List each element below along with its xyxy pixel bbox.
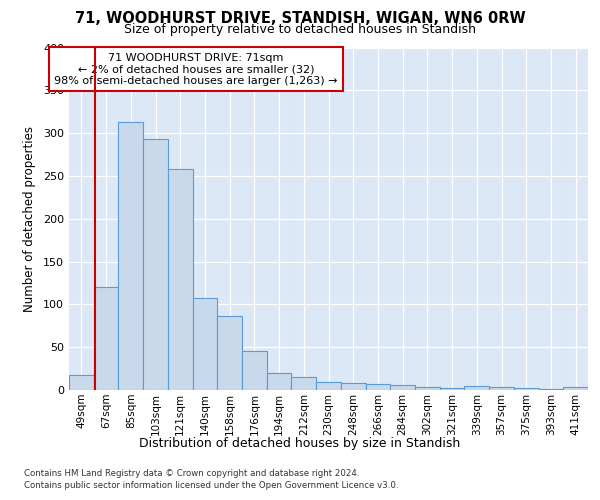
Text: Contains public sector information licensed under the Open Government Licence v3: Contains public sector information licen… [24, 481, 398, 490]
Text: 71 WOODHURST DRIVE: 71sqm
← 2% of detached houses are smaller (32)
98% of semi-d: 71 WOODHURST DRIVE: 71sqm ← 2% of detach… [55, 52, 338, 86]
Bar [94, 287, 118, 390]
Bar [242, 352, 267, 390]
Bar [316, 382, 341, 390]
Bar [341, 383, 365, 390]
Bar [464, 386, 489, 390]
Bar [267, 373, 292, 390]
Bar [217, 316, 242, 390]
Text: Distribution of detached houses by size in Standish: Distribution of detached houses by size … [139, 438, 461, 450]
Text: Contains HM Land Registry data © Crown copyright and database right 2024.: Contains HM Land Registry data © Crown c… [24, 469, 359, 478]
Bar [390, 385, 415, 390]
Bar [415, 386, 440, 390]
Bar [489, 388, 514, 390]
Y-axis label: Number of detached properties: Number of detached properties [23, 126, 36, 312]
Bar [563, 388, 588, 390]
Bar [118, 122, 143, 390]
Bar [440, 388, 464, 390]
Bar [365, 384, 390, 390]
Bar [539, 389, 563, 390]
Bar [292, 377, 316, 390]
Bar [193, 298, 217, 390]
Text: 71, WOODHURST DRIVE, STANDISH, WIGAN, WN6 0RW: 71, WOODHURST DRIVE, STANDISH, WIGAN, WN… [74, 11, 526, 26]
Text: Size of property relative to detached houses in Standish: Size of property relative to detached ho… [124, 22, 476, 36]
Bar [69, 374, 94, 390]
Bar [143, 139, 168, 390]
Bar [514, 388, 539, 390]
Bar [168, 169, 193, 390]
